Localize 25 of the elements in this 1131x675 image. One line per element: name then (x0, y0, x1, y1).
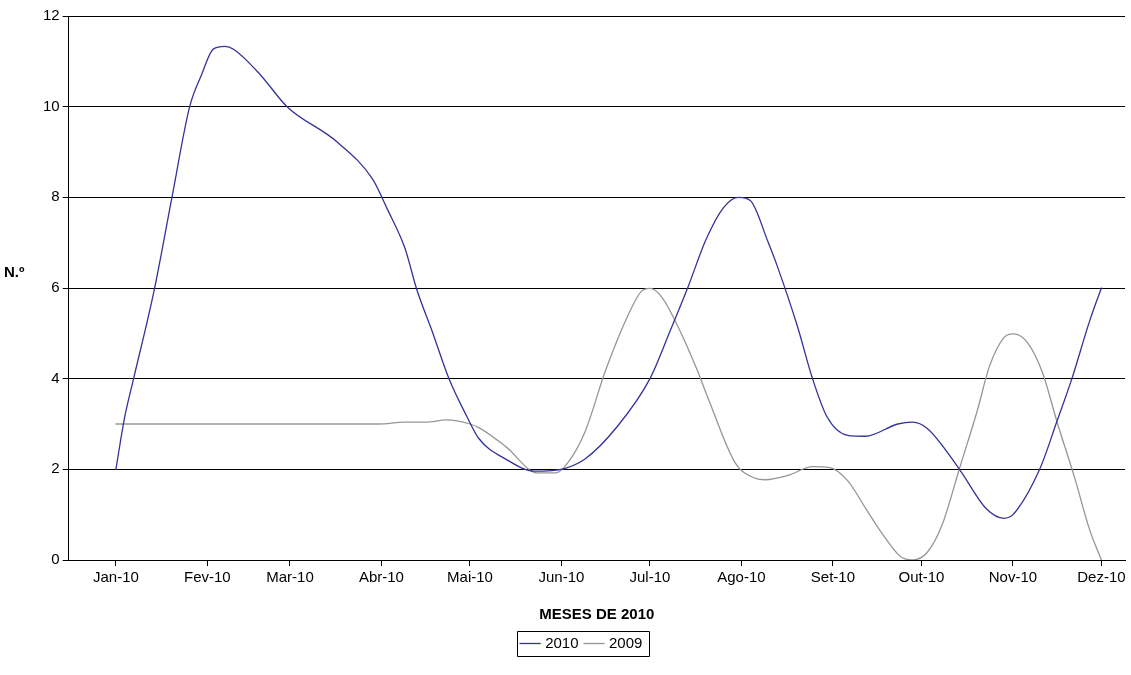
x-axis-title: MESES DE 2010 (539, 605, 655, 623)
x-tick-label: Ago-10 (717, 568, 766, 586)
y-tick-label: 4 (51, 368, 60, 386)
line-series (115, 45, 1103, 519)
x-tick-label: Nov-10 (988, 568, 1038, 586)
x-tick-label: Dez-10 (1077, 568, 1126, 586)
line-series (115, 287, 1103, 560)
x-tick-label: Jan-10 (92, 568, 139, 586)
x-tick-label: Jun-10 (538, 568, 585, 586)
y-tick-label: 8 (51, 187, 60, 205)
x-tick-label: Mai-10 (447, 568, 493, 586)
x-tick-label: Abr-10 (358, 568, 404, 586)
x-tick-label: Fev-10 (184, 568, 231, 586)
y-tick-label: 6 (51, 278, 60, 296)
y-tick-label: 12 (43, 6, 60, 24)
x-tick-label: Jul-10 (629, 568, 671, 586)
y-tick-label: 0 (51, 550, 60, 568)
y-tick-label: 2 (51, 459, 60, 477)
x-tick-label: Mar-10 (266, 568, 314, 586)
legend-label: 2009 (609, 633, 643, 651)
x-tick-label: Set-10 (810, 568, 855, 586)
legend-label: 2010 (545, 633, 579, 651)
y-axis-title: N.º (4, 263, 25, 281)
x-tick-label: Out-10 (898, 568, 945, 586)
y-tick-label: 10 (43, 96, 60, 114)
